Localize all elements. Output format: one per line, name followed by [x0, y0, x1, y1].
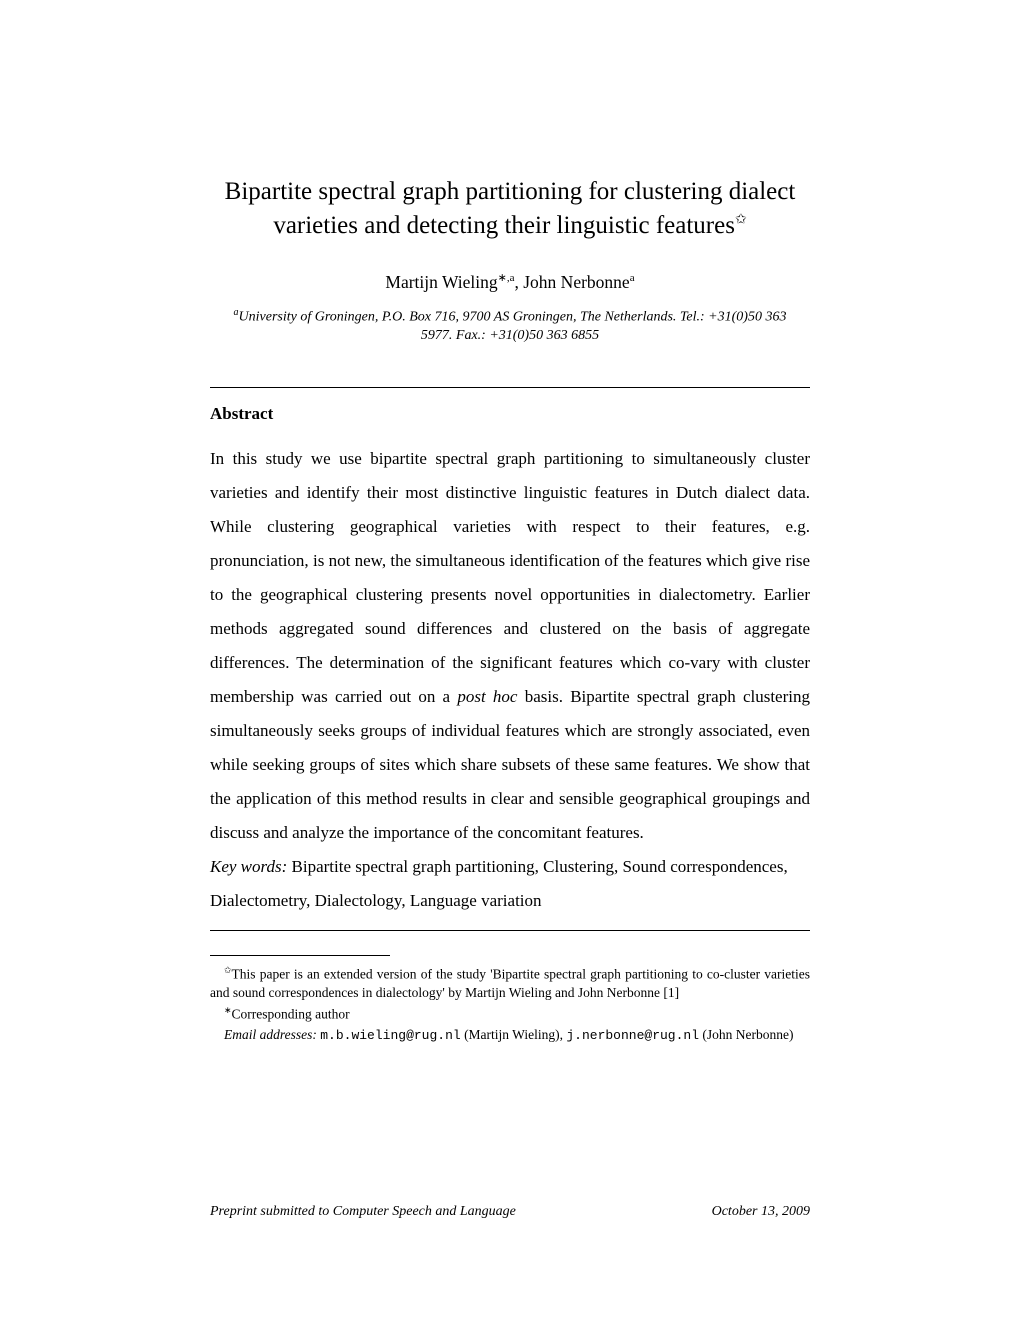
footnote-2-text: Corresponding author	[232, 1007, 350, 1022]
abstract-text-post: basis. Bipartite spectral graph clusteri…	[210, 687, 810, 842]
authors-line: Martijn Wieling∗,a, John Nerbonnea	[210, 271, 810, 293]
footnote-3-label: Email addresses:	[224, 1027, 317, 1042]
affiliation: aUniversity of Groningen, P.O. Box 716, …	[220, 306, 800, 345]
footnote-2-mark: ∗	[224, 1005, 232, 1015]
footnote-3-email-2: j.nerbonne@rug.nl	[566, 1028, 699, 1043]
title-footnote-mark: ✩	[735, 212, 747, 227]
footnotes: ✩This paper is an extended version of th…	[210, 964, 810, 1044]
abstract-text-em: post hoc	[457, 687, 517, 706]
author-1-marks: ∗,a	[498, 272, 515, 284]
keywords-text: Bipartite spectral graph partitioning, C…	[210, 857, 788, 910]
paper-title: Bipartite spectral graph partitioning fo…	[210, 175, 810, 243]
footnote-3: Email addresses: m.b.wieling@rug.nl (Mar…	[210, 1026, 810, 1045]
footnote-rule	[210, 955, 390, 956]
affiliation-text: University of Groningen, P.O. Box 716, 9…	[239, 310, 787, 343]
author-2: John Nerbonne	[523, 271, 629, 291]
title-line-1: Bipartite spectral graph partitioning fo…	[225, 178, 796, 205]
author-1: Martijn Wieling	[385, 271, 497, 291]
footnote-3-name-1: (Martijn Wieling),	[461, 1027, 567, 1042]
keywords-label: Key words:	[210, 857, 287, 876]
author-sep: ,	[515, 271, 524, 291]
keywords: Key words: Bipartite spectral graph part…	[210, 850, 810, 918]
abstract-top-rule	[210, 387, 810, 388]
footnote-1-mark: ✩	[224, 965, 232, 975]
title-line-2: varieties and detecting their linguistic…	[273, 212, 735, 239]
footer-left: Preprint submitted to Computer Speech an…	[210, 1204, 516, 1220]
footnote-1: ✩This paper is an extended version of th…	[210, 964, 810, 1002]
abstract-text-pre: In this study we use bipartite spectral …	[210, 449, 810, 706]
page-footer: Preprint submitted to Computer Speech an…	[210, 1204, 810, 1220]
footnote-3-email-1: m.b.wieling@rug.nl	[320, 1028, 460, 1043]
footnote-2: ∗Corresponding author	[210, 1004, 810, 1024]
abstract-heading: Abstract	[210, 404, 810, 424]
footnote-3-name-2: (John Nerbonne)	[699, 1027, 793, 1042]
abstract-body: In this study we use bipartite spectral …	[210, 442, 810, 850]
abstract-bottom-rule	[210, 930, 810, 931]
paper-page: Bipartite spectral graph partitioning fo…	[0, 0, 1020, 1167]
author-2-marks: a	[630, 272, 635, 284]
footnote-1-text: This paper is an extended version of the…	[210, 967, 810, 1000]
footer-right: October 13, 2009	[712, 1204, 810, 1220]
